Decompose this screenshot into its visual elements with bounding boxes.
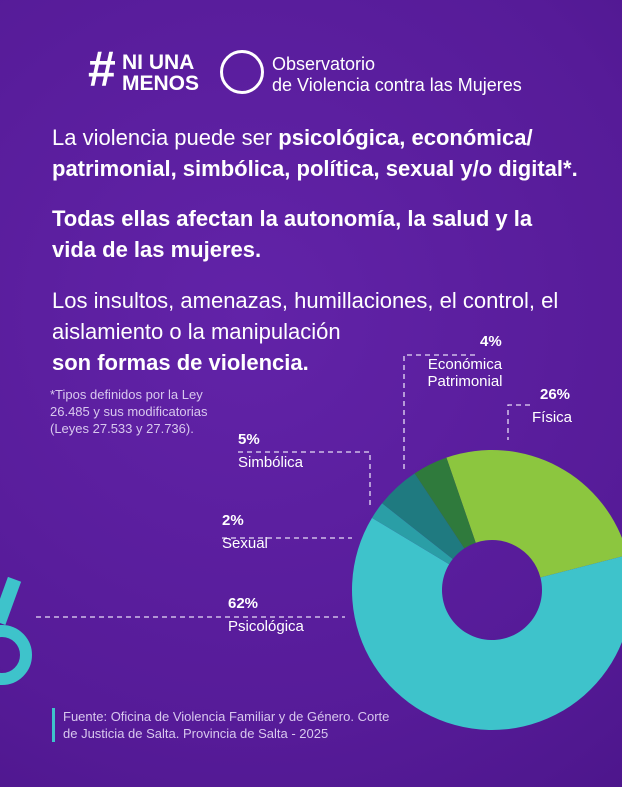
value-label: 4% [480,333,502,350]
value-label: 5% [238,431,260,448]
leader-line [507,404,530,440]
paragraph: La violencia puede ser psicológica, econ… [52,122,592,184]
paragraph: Todas ellas afectan la autonomía, la sal… [52,206,533,262]
leader-lines [36,354,530,618]
text: Los insultos, amenazas, humillaciones, e… [52,288,559,344]
category-label: Física [532,409,573,426]
footnote: *Tipos definidos por la Ley 26.485 y sus… [50,387,208,436]
donut-slice [371,503,453,565]
leader-line [403,354,475,470]
logo: NI UNA MENOS [122,52,199,94]
value-label: 62% [228,595,259,612]
slices [352,450,622,731]
logo-line: MENOS [122,72,200,95]
percent-glyph [0,625,32,685]
logo-hashtag: # [88,41,116,97]
value-label: 2% [222,512,244,529]
donut-slice [352,517,622,731]
category-label: Económica Patrimonial [427,356,503,390]
donut-slice [382,473,465,560]
logo-line: NI UNA [122,51,195,74]
value-label: 26% [540,386,571,403]
text-bold: psicológica, económica/ patrimonial, sim… [52,125,578,181]
percent-glyph [0,576,22,625]
org-line: de Violencia contra las Mujeres [272,75,522,95]
paragraph: Los insultos, amenazas, humillaciones, e… [52,285,572,378]
text: La violencia puede ser [52,125,279,150]
donut-slice [414,457,476,549]
source: Fuente: Oficina de Violencia Familiar y … [52,708,403,742]
category-label: Simbólica [238,454,304,471]
text-bold: son formas de violencia. [52,350,309,375]
org-icon [220,50,264,94]
donut-slice [446,450,622,578]
org-name: Observatorio de Violencia contra las Muj… [272,54,522,96]
org-line: Observatorio [272,54,376,74]
category-label: Psicológica [228,618,304,635]
category-label: Sexual [222,535,268,552]
decoration [0,576,32,685]
